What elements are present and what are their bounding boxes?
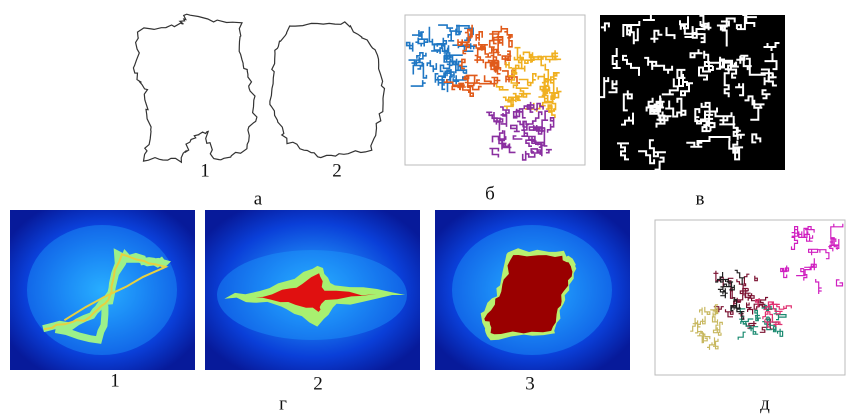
sub-label: 1 xyxy=(200,160,210,181)
sub-label: 1 xyxy=(110,370,120,391)
panel-label: д xyxy=(760,393,770,414)
sub-label: 2 xyxy=(332,160,342,181)
outline xyxy=(133,14,257,162)
figure: 1 2 а б в 1 2 3 г д xyxy=(0,0,849,414)
sub-label: 2 xyxy=(313,373,323,394)
sub-label: 3 xyxy=(525,373,535,394)
panel-label: б xyxy=(485,183,495,204)
panel-a xyxy=(133,14,384,162)
page: 1 2 а б в 1 2 3 г д (() => { const data … xyxy=(0,0,849,414)
panel-label: в xyxy=(696,188,705,209)
panel-label: а xyxy=(254,188,263,209)
outline xyxy=(270,22,385,158)
panel-label: г xyxy=(279,393,287,414)
